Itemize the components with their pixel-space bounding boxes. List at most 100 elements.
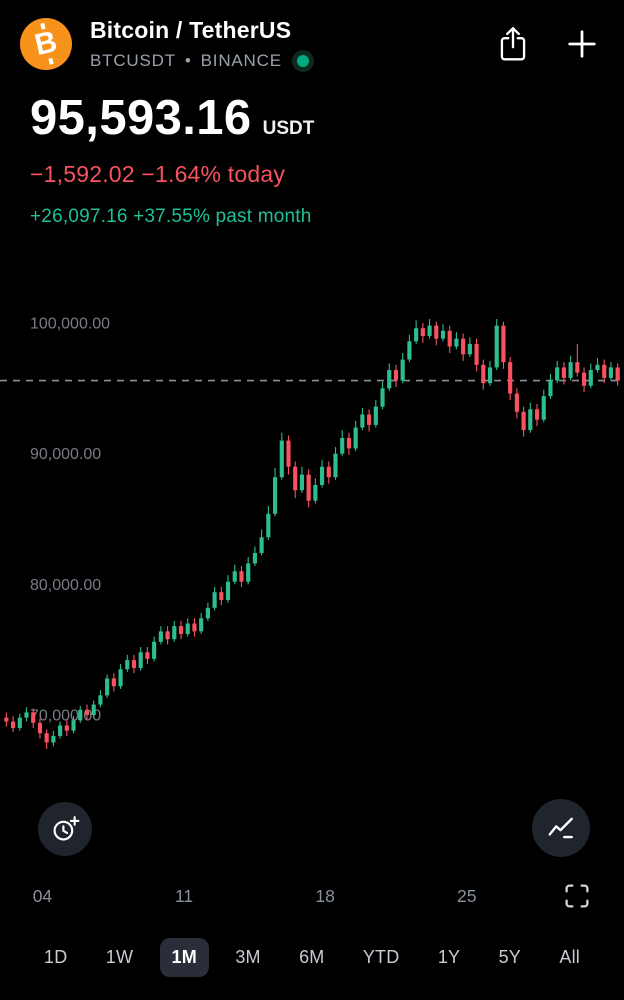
timeframe-1d[interactable]: 1D (32, 938, 79, 977)
market-status-dot (296, 55, 309, 67)
candle-body (521, 411, 526, 431)
candle-body (252, 552, 257, 564)
timeframe-1w[interactable]: 1W (94, 938, 145, 977)
candle-body (165, 631, 170, 640)
candle-body (346, 437, 352, 449)
candle-body (555, 367, 560, 381)
candle-body (373, 406, 378, 425)
timeframe-1y[interactable]: 1Y (426, 938, 472, 977)
candle-body (131, 660, 137, 668)
candle-body (17, 717, 22, 729)
candle-body (387, 370, 392, 389)
candle-body (380, 388, 385, 407)
add-alert-icon (53, 816, 80, 841)
timeframe-all[interactable]: All (547, 938, 592, 977)
candle-body (125, 660, 130, 670)
candle-body (447, 330, 452, 347)
candle-body (534, 409, 540, 420)
timeframe-ytd[interactable]: YTD (351, 938, 412, 977)
separator-dot: • (184, 51, 192, 70)
candle-body (145, 652, 150, 659)
timeframe-3m[interactable]: 3M (223, 938, 272, 977)
candle-body (508, 362, 513, 394)
symbol-label: BTCUSDT (90, 51, 176, 70)
candle-body (98, 695, 103, 705)
header: B Bitcoin / TetherUS BTCUSDT • BINANCE (20, 16, 602, 72)
share-icon (500, 27, 526, 61)
candle-body (4, 717, 9, 722)
candle-body (548, 380, 553, 397)
candle-body (185, 623, 190, 634)
candle-body (219, 592, 224, 601)
candle-body (246, 563, 251, 582)
candle-body (293, 466, 298, 491)
header-titles: Bitcoin / TetherUS BTCUSDT • BINANCE (90, 17, 498, 71)
candle-body (313, 485, 318, 501)
chart-style-button[interactable] (532, 799, 590, 857)
candle-body (111, 678, 116, 687)
y-axis-label: 90,000.00 (30, 446, 101, 463)
candle-body (239, 571, 244, 582)
last-price: 95,593.16 (30, 91, 252, 145)
timeframe-5y[interactable]: 5Y (487, 938, 533, 977)
candle-body (158, 631, 163, 642)
candle-body (138, 652, 143, 668)
candle-body (172, 626, 177, 640)
candle-body (454, 338, 459, 347)
price-row: 95,593.16 USDT (30, 90, 314, 146)
candle-body (333, 453, 338, 478)
candle-body (205, 607, 210, 619)
share-button[interactable] (498, 25, 528, 63)
candle-body (608, 367, 614, 378)
candle-body (279, 440, 284, 478)
candle-body (595, 364, 600, 371)
chart-style-icon (548, 817, 573, 839)
candle-body (44, 733, 49, 743)
symbol-line: BTCUSDT • BINANCE (90, 51, 498, 71)
candle-body (353, 427, 358, 449)
candle-body (105, 678, 110, 696)
candle-body (91, 704, 96, 715)
candle-body (84, 709, 90, 715)
y-axis-label: 70,000.00 (30, 708, 101, 725)
add-alert-button[interactable] (38, 802, 92, 856)
candle-body (326, 466, 331, 478)
header-actions (498, 25, 598, 63)
y-axis-label: 100,000.00 (30, 316, 110, 333)
candle-body (319, 466, 325, 486)
candle-body (427, 325, 432, 337)
candle-body (24, 712, 29, 718)
page-title: Bitcoin / TetherUS (90, 17, 292, 43)
candle-body (225, 581, 231, 601)
fullscreen-button[interactable] (560, 880, 594, 914)
add-symbol-button[interactable] (566, 28, 598, 60)
plus-icon (568, 30, 596, 58)
timeframe-6m[interactable]: 6M (287, 938, 336, 977)
candle-body (501, 325, 506, 363)
candle-body (581, 372, 587, 386)
change-month: +26,097.16 +37.55% past month (30, 206, 312, 227)
timeframe-1m[interactable]: 1M (159, 937, 209, 977)
fullscreen-icon (565, 883, 589, 908)
timeframe-bar: 1D 1W 1M 3M 6M YTD 1Y 5Y All (0, 928, 624, 986)
candle-body (71, 720, 76, 731)
bitcoin-b-glyph: B (31, 24, 61, 63)
candle-body (414, 328, 419, 342)
candle-body (178, 626, 184, 634)
candle-body (360, 414, 365, 428)
candle-body (192, 623, 197, 632)
candlestick-chart[interactable]: 100,000.00 90,000.00 80,000.00 70,000.00 (0, 298, 624, 800)
candle-body (561, 367, 566, 378)
candle-body (568, 362, 573, 378)
candle-body (393, 370, 399, 381)
candle-body (400, 359, 405, 381)
candle-body (152, 641, 157, 659)
change-today: −1,592.02 −1.64% today (30, 161, 286, 187)
candle-body (340, 437, 345, 454)
candle-body (602, 364, 607, 378)
candle-body (10, 721, 16, 729)
candle-body (286, 440, 291, 467)
x-axis-label: 25 (457, 886, 477, 906)
candle-body (420, 328, 425, 337)
candle-body (407, 341, 412, 360)
